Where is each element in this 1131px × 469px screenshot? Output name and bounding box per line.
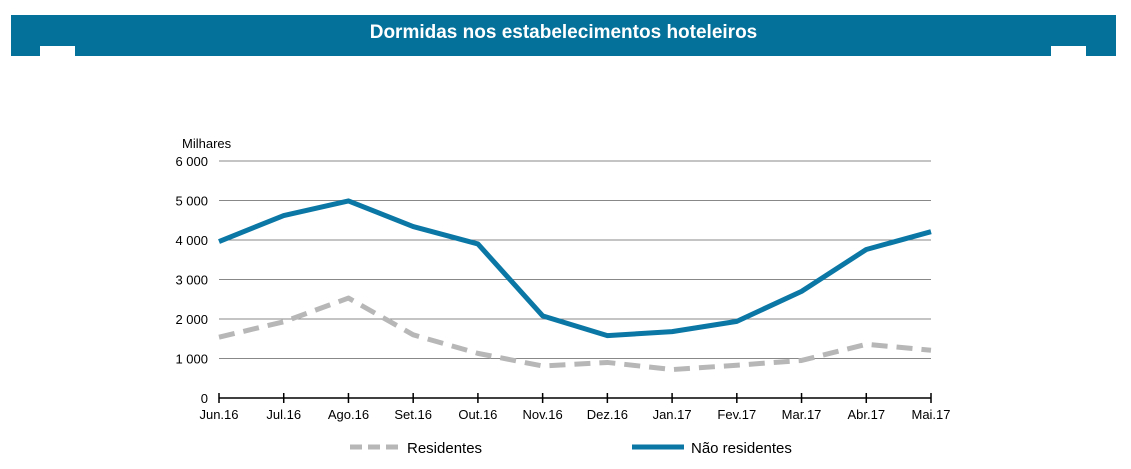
x-tick-label: Dez.16 xyxy=(587,407,628,422)
x-tick-label: Jul.16 xyxy=(266,407,301,422)
y-tick-label: 2 000 xyxy=(175,312,208,327)
x-tick-label: Ago.16 xyxy=(328,407,369,422)
x-tick-label: Mar.17 xyxy=(782,407,822,422)
banner-corner-left xyxy=(40,46,75,56)
x-tick-label: Jan.17 xyxy=(653,407,692,422)
y-tick-label: 3 000 xyxy=(175,273,208,288)
series-line-n-o-residentes xyxy=(218,198,932,339)
y-tick-label: 4 000 xyxy=(175,233,208,248)
banner-corner-right xyxy=(1051,46,1086,56)
x-tick-label: Jun.16 xyxy=(199,407,238,422)
series-line-residentes xyxy=(218,295,932,373)
x-tick-label: Abr.17 xyxy=(847,407,885,422)
y-axis-label: Milhares xyxy=(182,136,232,151)
y-tick-label: 0 xyxy=(201,391,208,406)
y-tick-label: 1 000 xyxy=(175,352,208,367)
chart-title: Dormidas nos estabelecimentos hoteleiros xyxy=(369,22,758,43)
legend-label-residentes: Residentes xyxy=(407,440,482,457)
x-tick-label: Mai.17 xyxy=(911,407,950,422)
y-tick-label: 5 000 xyxy=(175,194,208,209)
x-tick-label: Set.16 xyxy=(394,407,432,422)
legend-label-nao-residentes: Não residentes xyxy=(691,440,792,457)
title-banner: Dormidas nos estabelecimentos hoteleiros xyxy=(11,15,1116,56)
legend: Residentes Não residentes xyxy=(350,440,792,457)
y-tick-label: 6 000 xyxy=(175,154,208,169)
x-tick-label: Nov.16 xyxy=(523,407,563,422)
x-tick-label: Fev.17 xyxy=(717,407,756,422)
x-tick-label: Out.16 xyxy=(458,407,497,422)
